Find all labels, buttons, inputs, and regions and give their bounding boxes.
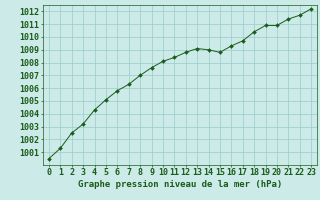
X-axis label: Graphe pression niveau de la mer (hPa): Graphe pression niveau de la mer (hPa) [78,180,282,189]
